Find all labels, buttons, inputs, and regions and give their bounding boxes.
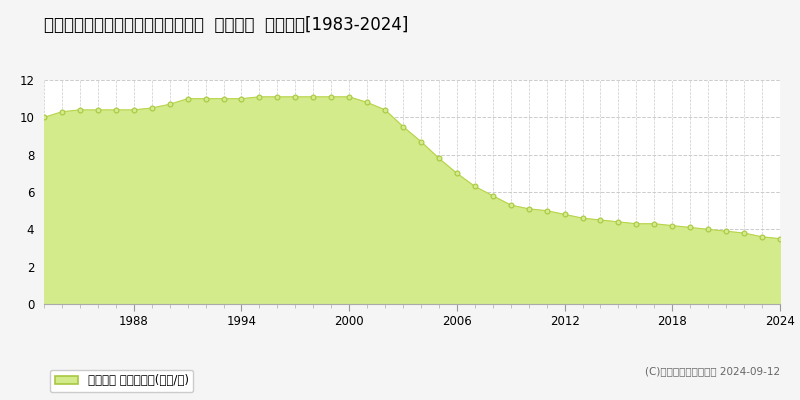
Text: (C)土地価格ドットコム 2024-09-12: (C)土地価格ドットコム 2024-09-12 [645,366,780,376]
Legend: 地価公示 平均坪単価(万円/坪): 地価公示 平均坪単価(万円/坪) [50,370,194,392]
Text: 北海道小樽市赤岩１丁目２７番２外  地価公示  地価推移[1983-2024]: 北海道小樽市赤岩１丁目２７番２外 地価公示 地価推移[1983-2024] [44,16,408,34]
